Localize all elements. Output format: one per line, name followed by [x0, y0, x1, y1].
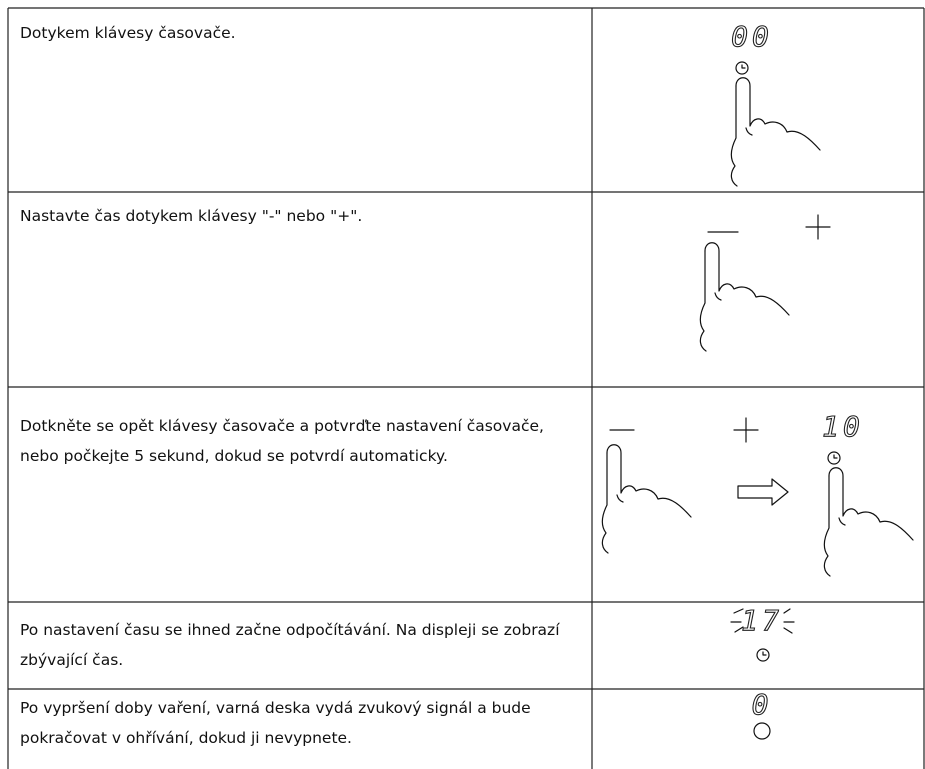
- hand: [699, 242, 790, 352]
- display: 0: [752, 688, 773, 721]
- timer-icon: [735, 61, 749, 75]
- blink-rays: [730, 608, 795, 634]
- step-text: Dotkněte se opět klávesy časovače a potv…: [20, 417, 544, 465]
- hand: [730, 77, 821, 187]
- off-icon: [753, 722, 771, 740]
- display: 00: [731, 20, 773, 53]
- step-text: Po vypršení doby vaření, varná deska vyd…: [20, 699, 531, 747]
- table-borders: [7, 7, 925, 769]
- hand: [823, 467, 914, 577]
- timer-icon: [827, 451, 841, 465]
- step-text: Dotykem klávesy časovače.: [20, 24, 236, 42]
- plus-key: [733, 417, 759, 443]
- display: 10: [822, 410, 864, 443]
- step-text: Nastavte čas dotykem klávesy "-" nebo "+…: [20, 207, 363, 225]
- hand: [601, 444, 692, 554]
- timer-icon: [756, 648, 770, 662]
- arrow: [737, 478, 789, 506]
- display: 17: [741, 604, 783, 637]
- plus-key: [805, 214, 831, 240]
- step-text: Po nastavení času se ihned začne odpočít…: [20, 621, 560, 669]
